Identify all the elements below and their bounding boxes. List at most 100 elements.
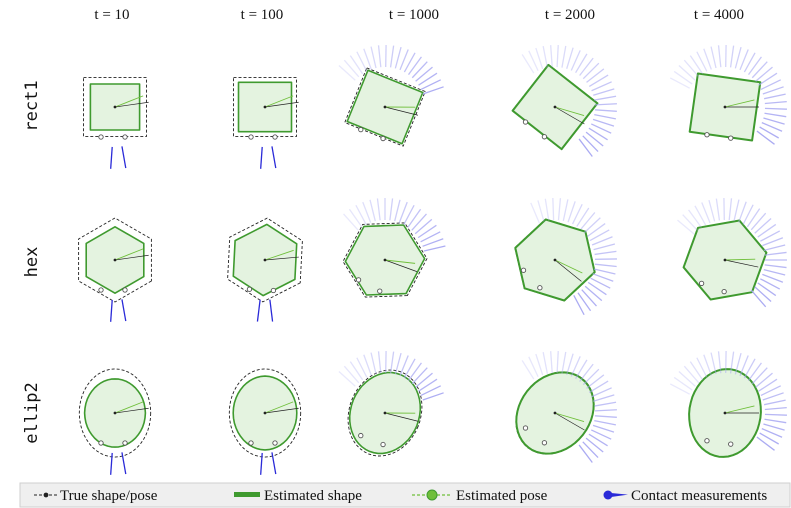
contact-ray [343,59,360,78]
pose-center-dot [553,105,557,109]
contact-ray [363,354,372,376]
contact-ray [575,53,588,74]
probe-marker [122,440,128,446]
contact-ray [728,198,733,221]
pose-center-dot [263,258,267,262]
contact-ray [370,46,377,69]
true-shape-outline [342,222,428,298]
panel [677,197,787,308]
probe-marker [98,287,104,293]
true-pose-axis [384,106,419,116]
panel [338,44,444,147]
contact-ray [535,353,544,376]
column-label-t4000: t = 4000 [694,7,744,23]
column-label-t100: t = 100 [241,7,284,23]
contact-ray [542,352,549,374]
contact-ray [669,77,690,89]
estimated-pose-axis [114,248,144,261]
contact-ray [590,277,611,289]
contact-ray [754,286,772,302]
panel [511,45,617,157]
contact-ray [763,93,786,100]
contact-ray [708,199,716,222]
contact-ray [710,352,717,375]
contact-ray [588,74,609,87]
true-pose-axis [384,259,418,272]
panel [338,350,444,457]
estimated-pose-axis [264,249,294,261]
contact-ray [398,201,408,223]
contact-ray [557,198,562,221]
estimated-pose-axis [384,259,416,264]
contact-ray [377,45,382,68]
contact-ray [588,433,608,447]
probe-marker [541,134,548,140]
contact-ray [376,198,381,221]
panel [342,198,446,298]
contact-ray [411,213,427,231]
probe-marker [98,134,104,140]
contact-ray [271,452,277,475]
contact-ray [587,281,607,296]
pose-center-dot [263,411,267,415]
contact-ray [260,146,263,169]
contact-ray [762,86,784,95]
contact-ray [586,68,605,83]
probe-marker [270,287,277,294]
panel [227,217,303,322]
contact-ray [411,367,428,385]
estimated-pose-axis [114,401,144,414]
row-label-rect1: rect1 [22,80,42,131]
contact-ray [570,50,581,71]
contact-ray [763,399,786,406]
contact-ray [669,383,690,395]
true-pose-axis [554,259,582,282]
contact-ray [578,138,593,157]
column-label-t10: t = 10 [94,7,129,23]
contact-ray [593,243,616,251]
panel [514,198,618,316]
contact-ray [764,107,787,110]
contact-ray [760,230,781,242]
contact-ray [394,46,402,69]
true-pose-axis [264,256,299,261]
estimated-shape-swatch [234,492,260,497]
contact-ray [743,52,756,73]
contact-arrow-icon [611,493,628,497]
legend-item-true-shape: True shape/pose [34,488,158,504]
pose-center-dot [553,258,557,262]
contact-ray [586,374,605,389]
contact-ray [256,299,261,322]
contact-ray [362,201,372,223]
panel [515,351,617,463]
row-label-hex: hex [22,247,42,278]
contact-ray [585,131,604,147]
contact-ray [757,282,777,297]
contact-ray [742,204,754,225]
contact-ray [592,118,615,127]
contact-ray [422,392,444,401]
contact-ray [418,378,438,392]
pose-center-dot [113,411,117,415]
contact-ray [110,299,113,322]
probe-marker [380,441,386,448]
contact-ray [593,268,616,275]
contact-ray [377,351,382,374]
panel [78,368,152,475]
contact-ray [588,380,609,393]
contact-ray [110,146,113,169]
probe-marker [520,267,527,273]
contact-ray [760,385,782,397]
contact-ray [756,130,775,145]
pose-center-dot [113,258,117,262]
estimated-pose-axis [554,259,583,274]
contact-ray [738,201,747,223]
contact-ray [582,62,600,80]
contact-ray [369,199,376,222]
contact-ray [582,441,599,459]
contact-ray [762,237,784,247]
legend: True shape/pose Estimated shape Estimate… [19,482,791,508]
contact-ray [593,394,615,402]
contact-ray [399,355,409,377]
probe-marker [704,132,710,138]
